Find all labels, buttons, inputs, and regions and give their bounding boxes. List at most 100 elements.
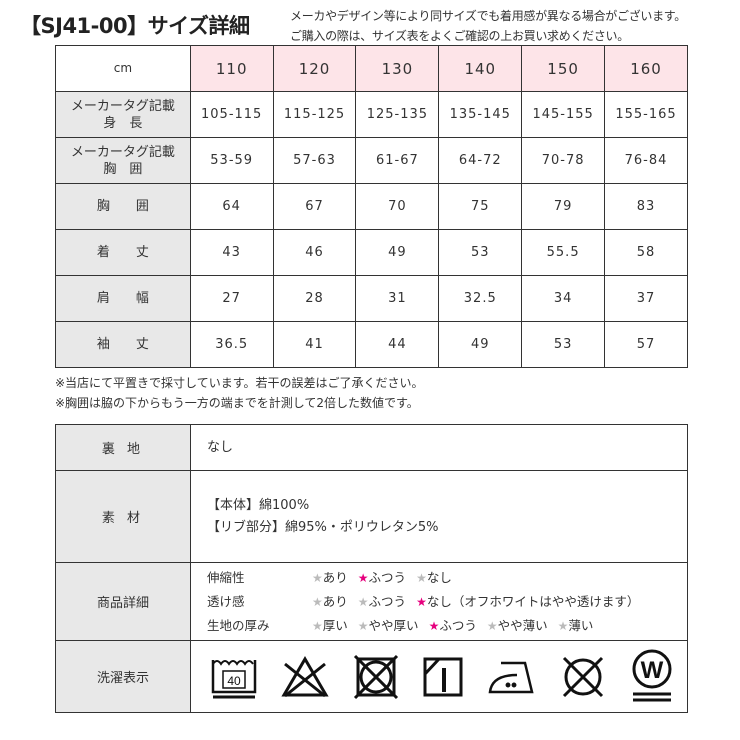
detail-option: ★ふつう [358,594,406,609]
no-dry-clean-icon [562,656,604,697]
star-icon: ★ [357,618,369,633]
measurement-row: 肩 幅 27 28 31 32.5 34 37 [55,275,688,322]
detail-option: ★やや厚い [358,618,419,633]
option-label: なし（オフホワイトはやや透けます） [426,593,640,609]
measurement-cell: 115-125 [272,91,357,138]
option-label: あり [322,593,348,609]
detail-option: ★薄い [558,618,594,633]
measurement-cell: 105-115 [189,91,274,138]
size-header-160: 160 [604,45,688,92]
detail-options: ★あり ★ふつう ★なし（オフホワイトはやや透けます） [312,591,687,613]
no-bleach-icon [281,655,329,697]
option-label: やや厚い [368,617,419,633]
material-label: 素 材 [55,470,191,563]
measurement-cell: 37 [604,275,688,322]
row-label: 肩 幅 [55,275,191,322]
measurement-cell: 53 [521,321,606,368]
lining-row: 裏 地 なし [55,424,688,471]
row-label-line: 胸 囲 [96,199,149,214]
material-line: 【リブ部分】綿95%・ポリウレタン5% [207,519,439,535]
star-icon: ★ [416,570,427,585]
measurement-cell: 70 [355,183,440,230]
measurement-cell: 155-165 [604,91,688,138]
subtitle: メーカやデザイン等により同サイズでも着用感が異なる場合がございます。 ご購入の際… [290,6,686,46]
line-dry-shade-icon [423,657,463,696]
measurement-cell: 64 [189,183,274,230]
measurement-cell: 53 [438,229,523,276]
wash-40-icon: 40 [211,659,257,698]
star-icon: ★ [557,618,569,633]
measurement-cell: 36.5 [189,321,274,368]
measurement-cell: 57 [604,321,688,368]
measurement-cell: 55.5 [521,229,606,276]
measurement-cell: 34 [521,275,606,322]
star-icon: ★ [357,570,369,585]
measurement-cell: 79 [521,183,606,230]
no-tumble-dry-icon [353,654,399,699]
detail-option-selected: ★ふつう [429,618,477,633]
care-icons: 40 W [190,640,688,713]
measurement-row: 着 丈 43 46 49 53 55.5 58 [55,229,688,276]
detail-option: ★やや薄い [487,618,548,633]
size-header-150: 150 [521,45,606,92]
star-icon: ★ [416,594,427,609]
measurement-row: メーカータグ記載胸 囲 53-59 57-63 61-67 64-72 70-78 76-8… [55,137,688,184]
subtitle-line: ご購入の際は、サイズ表をよくご確認の上お買い求めください。 [290,29,629,43]
lining-value: なし [190,424,688,471]
lining-label: 裏 地 [55,424,191,471]
detail-options: ★厚い ★やや厚い ★ふつう ★やや薄い ★薄い [312,615,687,637]
detail-option: ★厚い [312,618,348,633]
note-line: ※胸囲は脇の下からもう一方の端までを計測して2倍した数値です。 [55,396,419,410]
option-label: ふつう [368,569,407,585]
wet-clean-icon: W [632,649,672,701]
measurement-cell: 32.5 [438,275,523,322]
product-info-table: 裏 地 なし 素 材 【本体】綿100% 【リブ部分】綿95%・ポリウレタン5%… [55,424,688,713]
details-row: 商品詳細 伸縮性 ★あり ★ふつう ★なし 透け感 ★あり ★ふつう ★なし（オフホワイトはや… [55,562,688,641]
page-title: 【SJ41-00】サイズ詳細 [20,14,250,38]
measurement-cell: 49 [355,229,440,276]
row-label: 胸 囲 [55,183,191,230]
row-label: メーカータグ記載胸 囲 [55,137,191,184]
measurement-cell: 145-155 [521,91,606,138]
measurement-cell: 46 [272,229,357,276]
detail-option: ★なし [416,570,452,585]
row-label-line: メーカータグ記載 [70,98,175,114]
star-icon: ★ [312,618,323,633]
measurement-cell: 135-145 [438,91,523,138]
star-icon: ★ [312,594,323,609]
unit-label: cm [55,45,191,92]
row-label: 袖 丈 [55,321,191,368]
size-header-130: 130 [355,45,440,92]
detail-option: ★あり [312,570,348,585]
option-label: ふつう [368,593,407,609]
measurement-cell: 83 [604,183,688,230]
measurement-cell: 57-63 [272,137,357,184]
measurement-cell: 75 [438,183,523,230]
detail-option-selected: ★ふつう [358,570,406,585]
detail-name: 伸縮性 [207,569,245,585]
measurement-cell: 61-67 [355,137,440,184]
option-label: 薄い [568,617,594,633]
measurement-cell: 49 [438,321,523,368]
size-header-row: cm 110 120 130 140 150 160 [55,45,688,92]
row-label-line: 身 長 [103,115,143,131]
option-label: やや薄い [497,617,548,633]
star-icon: ★ [428,618,440,633]
detail-option: ★あり [312,594,348,609]
measurement-row: 袖 丈 36.5 41 44 49 53 57 [55,321,688,368]
measurement-cell: 41 [272,321,357,368]
care-label: 洗濯表示 [55,640,191,713]
measurement-cell: 31 [355,275,440,322]
measurement-row: 胸 囲 64 67 70 75 79 83 [55,183,688,230]
measurement-cell: 67 [272,183,357,230]
material-value: 【本体】綿100% 【リブ部分】綿95%・ポリウレタン5% [190,470,688,563]
row-label-line: 胸 囲 [103,161,143,177]
row-label: 着 丈 [55,229,191,276]
row-label-line: 着 丈 [96,245,149,260]
star-icon: ★ [486,618,498,633]
svg-text:40: 40 [227,674,241,688]
details-label: 商品詳細 [55,562,191,641]
note-line: ※当店にて平置きで採寸しています。若干の誤差はご了承ください。 [55,376,424,390]
care-row: 洗濯表示 40 W [55,640,688,713]
measurement-cell: 43 [189,229,274,276]
